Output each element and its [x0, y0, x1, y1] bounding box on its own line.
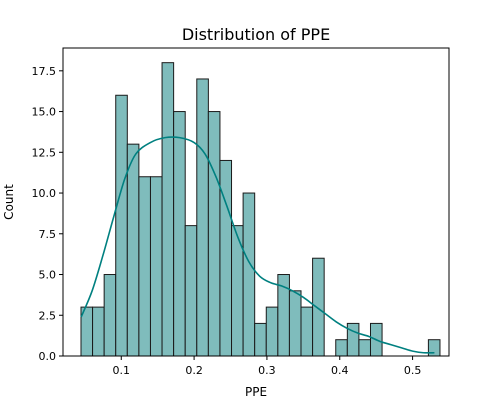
bars-group	[80, 62, 441, 357]
histogram-bar	[300, 306, 314, 357]
y-axis-ticks: 0.0 2.5 5.0 7.5 10.0 12.5 15.0 17.5	[32, 65, 63, 363]
y-tick-label: 7.5	[39, 228, 57, 241]
histogram-bar	[92, 306, 105, 357]
x-tick-label: 0.5	[404, 364, 422, 377]
y-tick-label: 0.0	[39, 350, 57, 363]
x-axis-ticks: 0.1 0.2 0.3 0.4 0.5	[113, 356, 422, 377]
histogram-bar	[103, 274, 117, 357]
histogram-bar	[138, 176, 151, 357]
histogram-bar	[242, 192, 256, 357]
y-tick-label: 17.5	[32, 65, 57, 78]
y-tick-label: 12.5	[32, 146, 57, 159]
kde-curve	[80, 136, 435, 354]
y-tick-label: 2.5	[39, 309, 57, 322]
x-tick-label: 0.4	[331, 364, 349, 377]
histogram-bar	[161, 62, 175, 357]
x-axis-label: PPE	[245, 385, 267, 399]
x-tick-label: 0.1	[113, 364, 131, 377]
histogram-bar	[312, 257, 325, 357]
y-tick-label: 10.0	[32, 187, 57, 200]
histogram-bar	[184, 225, 198, 357]
histogram-bar	[126, 143, 140, 357]
x-tick-label: 0.2	[185, 364, 203, 377]
plot-frame	[62, 47, 450, 357]
histogram-bar	[265, 306, 279, 357]
histogram-bar	[115, 94, 128, 357]
histogram-bar	[346, 322, 360, 357]
histogram-bar	[254, 322, 267, 357]
histogram-bar	[207, 111, 221, 357]
histogram-bar	[288, 290, 302, 357]
histogram-bar	[358, 339, 371, 357]
y-tick-label: 5.0	[39, 269, 57, 282]
chart-title: Distribution of PPE	[182, 25, 330, 44]
histogram-bar	[149, 176, 163, 357]
x-tick-label: 0.3	[258, 364, 276, 377]
histogram-bar	[335, 339, 348, 357]
y-axis-label: Count	[2, 184, 16, 220]
histogram-bar	[196, 78, 209, 357]
histogram-bar	[173, 111, 186, 357]
y-tick-label: 15.0	[32, 106, 57, 119]
